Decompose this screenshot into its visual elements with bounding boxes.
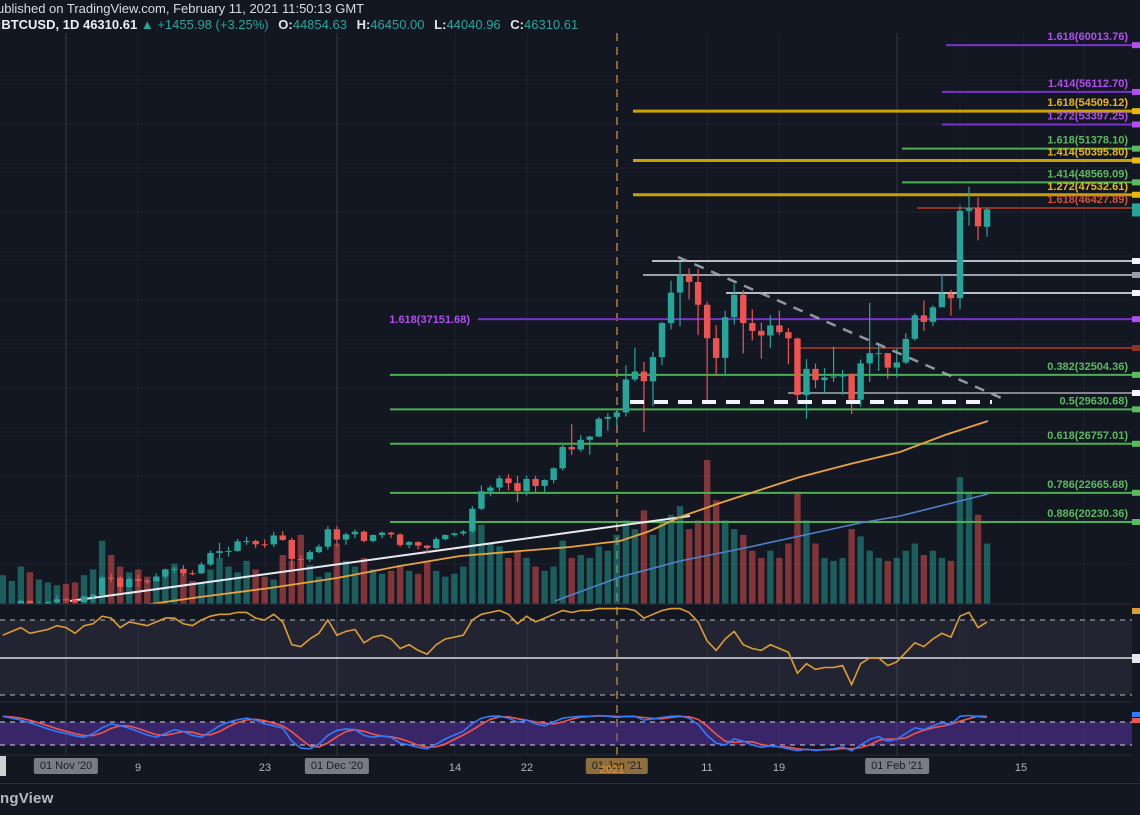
axis-price-mark	[1132, 654, 1140, 663]
time-axis-month-label: 01 Dec '20	[304, 758, 370, 774]
fib-label: 0.5(29630.68)	[1060, 395, 1129, 407]
stoch-pane	[0, 714, 1132, 752]
axis-price-mark	[1132, 191, 1140, 198]
time-axis-month-label: 01 Nov '20	[33, 758, 99, 774]
time-axis-label: 15	[1014, 762, 1028, 774]
stoch-k-line	[2, 714, 988, 752]
axis-price-mark	[1132, 345, 1140, 351]
axis-corner-artifact	[0, 756, 6, 776]
ma-blue-line	[554, 493, 989, 602]
fib-label: 1.272(47532.61)	[1047, 181, 1128, 193]
year-overlay-label: 2021	[599, 764, 625, 776]
fib-label: 0.382(32504.36)	[1047, 361, 1128, 373]
ohlc-open-value: 44854.63	[292, 17, 347, 32]
ma-orange-line	[144, 420, 989, 604]
ohlc-low-label: L:	[434, 17, 447, 32]
fib-label: 1.618(60013.76)	[1047, 31, 1128, 43]
axis-price-mark	[1132, 258, 1140, 264]
last-price: 46310.61	[82, 17, 138, 32]
symbol-info-row: :BTCUSD, 1D 46310.61 ▲ +1455.98 (+3.25%)…	[0, 17, 578, 32]
change-arrow-icon: ▲	[140, 17, 154, 32]
axis-price-mark	[1132, 718, 1140, 723]
axis-price-mark	[1132, 371, 1140, 378]
time-axis-label: 19	[772, 762, 786, 774]
axis-price-mark	[1132, 88, 1140, 95]
fib-label: 1.272(53397.25)	[1047, 110, 1128, 122]
fib-label: 1.618(37151.68)	[389, 314, 470, 326]
time-axis-month-label: 01 Feb '21	[865, 758, 929, 774]
axis-price-mark	[1132, 179, 1140, 186]
fib-label: 1.618(51378.10)	[1047, 135, 1128, 147]
price-change: +1455.98 (+3.25%)	[157, 17, 269, 32]
drawing-lines[interactable]	[69, 44, 1132, 602]
dashed-overlays[interactable]	[630, 255, 1007, 404]
ohlc-close-value: 46310.61	[524, 17, 579, 32]
axis-price-mark	[1132, 712, 1140, 717]
fib-label: 0.618(26757.01)	[1047, 430, 1128, 442]
chart-header: ublished on TradingView.com, February 11…	[0, 1, 578, 32]
time-axis-label: 11	[701, 762, 713, 774]
fib-label: 1.414(50395.80)	[1047, 146, 1128, 158]
time-axis-label: 14	[448, 762, 462, 774]
pane-separators	[0, 603, 1140, 756]
axis-price-mark	[1132, 108, 1140, 115]
ohlc-close-label: C:	[510, 17, 525, 32]
axis-price-mark	[1132, 608, 1140, 614]
axis-price-mark	[1132, 42, 1140, 49]
stoch-band	[0, 722, 1132, 745]
fib-label: 1.414(56112.70)	[1048, 78, 1128, 90]
time-axis-label: 9	[134, 762, 142, 774]
axis-price-mark	[1132, 203, 1140, 217]
fib-label: 0.886(20230.36)	[1047, 508, 1128, 520]
axis-price-mark	[1132, 121, 1140, 128]
fib-label: 1.618(54509.12)	[1047, 97, 1128, 109]
axis-price-mark	[1132, 390, 1140, 396]
symbol-name[interactable]: :BTCUSD, 1D	[0, 17, 80, 32]
fib-labels: 1.618(60013.76) 1.414(56112.70) 1.618(5450…	[389, 31, 1128, 520]
axis-price-mark	[1132, 440, 1140, 447]
rsi-line	[2, 607, 988, 687]
time-axis-label: 23	[258, 762, 272, 774]
bottom-bar: ngView	[0, 783, 1140, 815]
descending-dashed-trendline[interactable]	[677, 255, 1007, 402]
time-axis-label: 22	[520, 762, 534, 774]
ohlc-low-value: 44040.96	[446, 17, 501, 32]
ohlc-open-label: O:	[278, 17, 293, 32]
rsi-pane	[0, 607, 1132, 696]
axis-price-mark	[1132, 519, 1140, 526]
axis-price-mark	[1132, 157, 1140, 164]
moving-averages	[144, 420, 989, 604]
candles	[17, 186, 991, 604]
volume-bars	[0, 460, 991, 604]
axis-price-mark	[1132, 290, 1140, 296]
ohlc-high-label: H:	[356, 17, 371, 32]
time-axis[interactable]: 01 Nov '20 9 23 01 Dec '20 14 22 01 Jan '21 11 1…	[0, 755, 1140, 783]
tradingview-logo[interactable]: ngView	[0, 790, 54, 807]
axis-price-mark	[1132, 272, 1140, 278]
price-axis-sliver[interactable]	[1132, 0, 1140, 783]
fib-label: 1.414(48569.09)	[1047, 168, 1128, 180]
ascending-trendline[interactable]	[69, 515, 691, 602]
publish-info: ublished on TradingView.com, February 11…	[0, 1, 365, 16]
axis-price-mark	[1132, 489, 1140, 496]
time-axis-month-label: 01 Jan '21	[585, 758, 649, 774]
ohlc-high-value: 46450.00	[370, 17, 425, 32]
axis-price-mark	[1132, 406, 1140, 413]
fib-label: 0.786(22665.68)	[1047, 479, 1128, 491]
axis-price-mark	[1132, 145, 1140, 152]
fib-label: 1.618(46427.89)	[1047, 194, 1128, 206]
axis-price-mark	[1132, 316, 1140, 323]
